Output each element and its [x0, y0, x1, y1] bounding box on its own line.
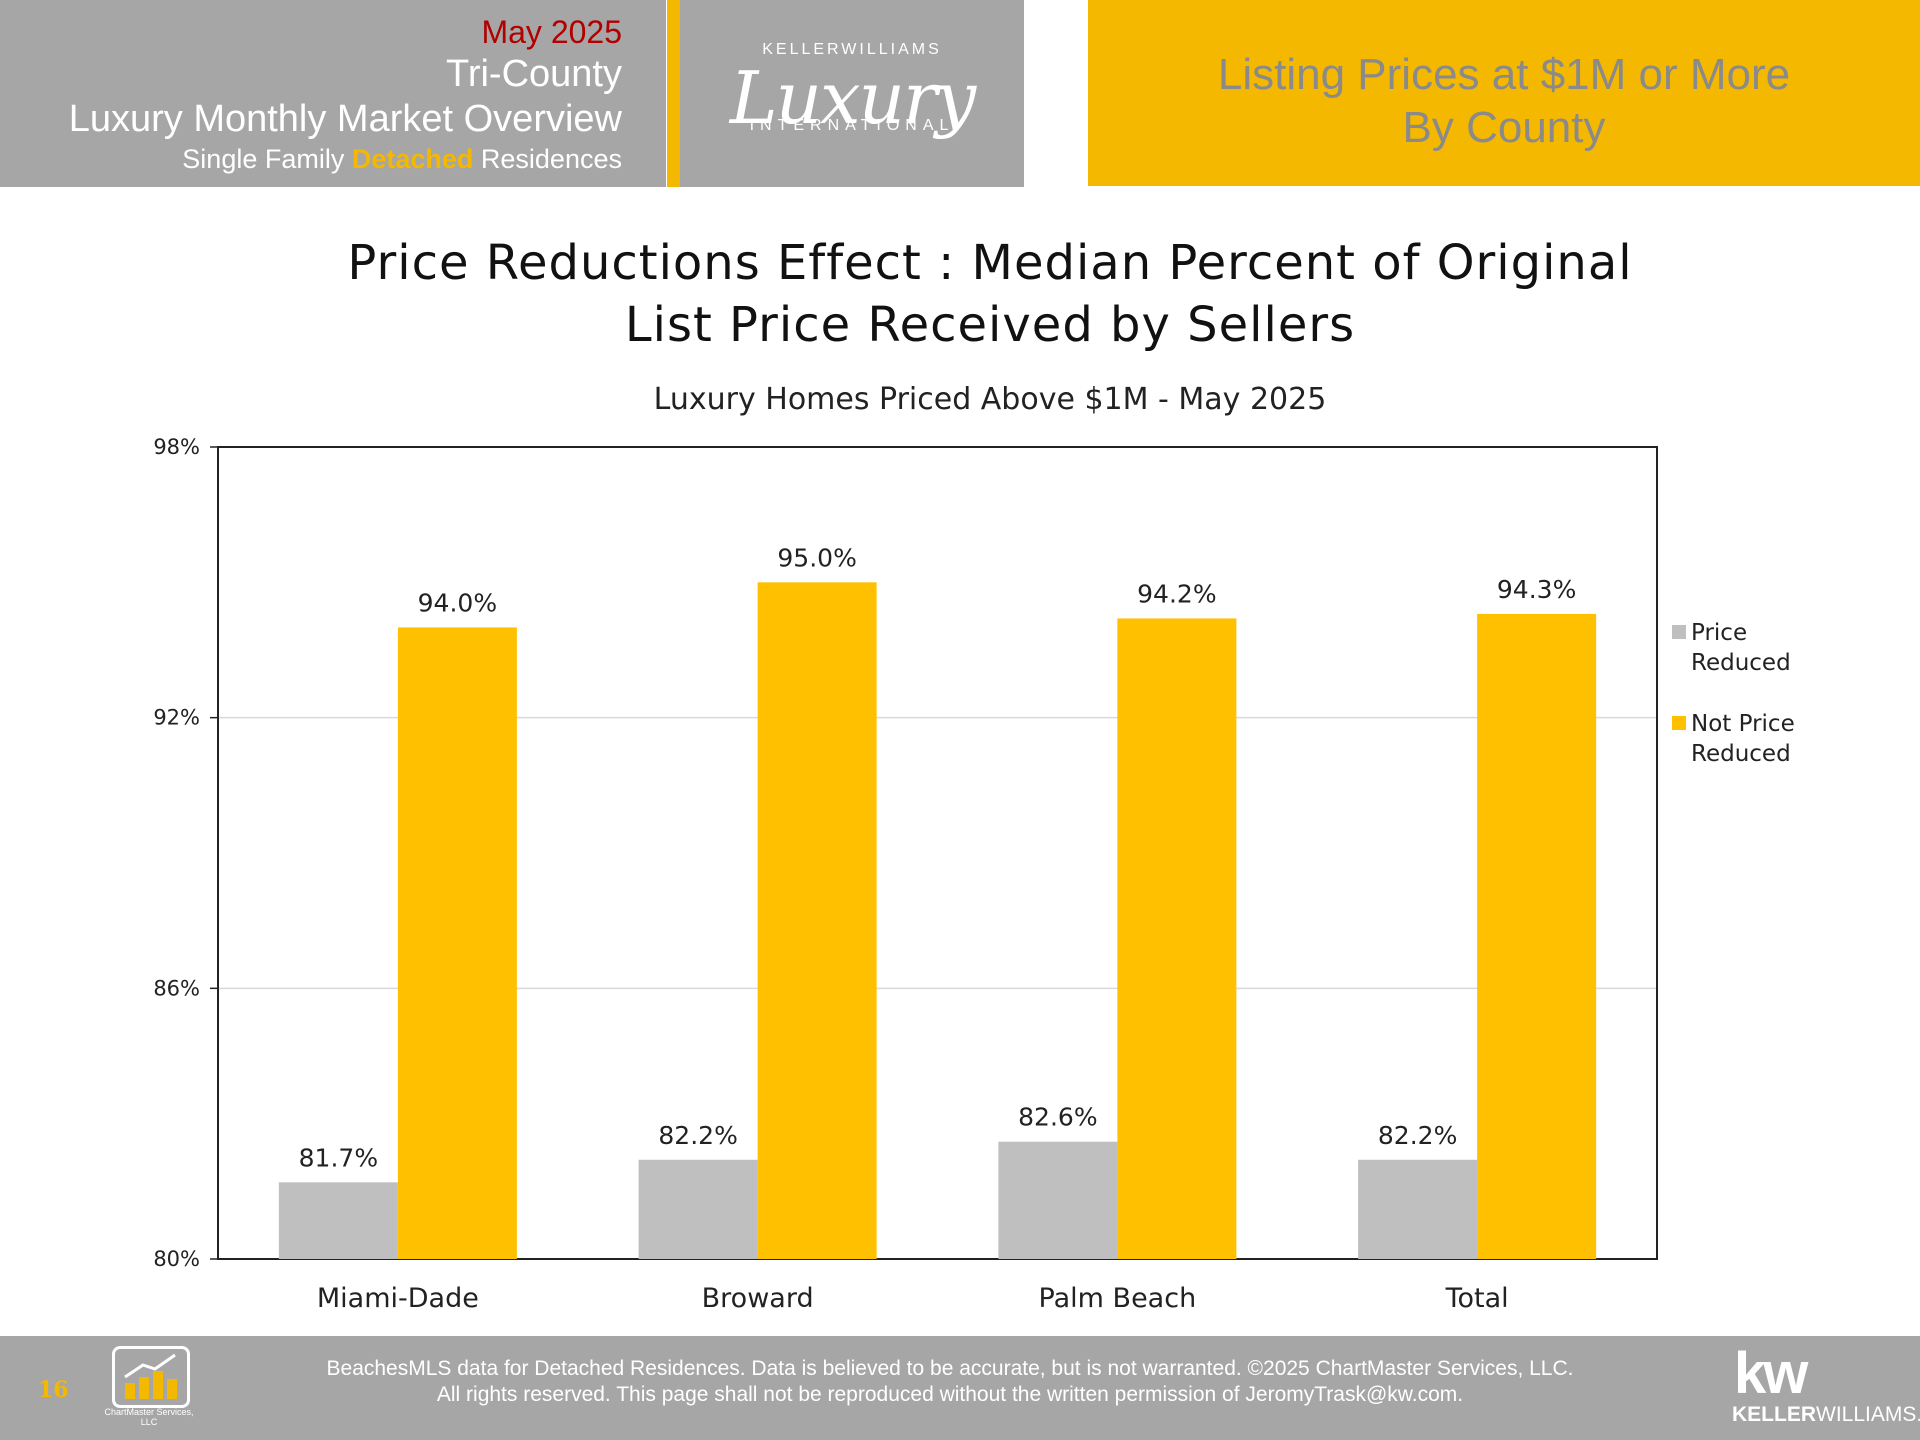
- chart-title-line2: List Price Received by Sellers: [624, 297, 1356, 353]
- y-tick-label: 92%: [153, 706, 200, 730]
- bar: [1117, 618, 1237, 1259]
- bar: [1358, 1159, 1478, 1259]
- bar: [638, 1159, 758, 1259]
- luxury-logo-panel: [680, 0, 1024, 187]
- section-title-line1: Listing Prices at $1M or More: [1217, 50, 1791, 99]
- header-accent-stripe: [667, 0, 680, 187]
- kw-name-bold: KELLER: [1732, 1403, 1816, 1426]
- section-title: Listing Prices at $1M or More By County: [1088, 48, 1920, 154]
- chart-title: Price Reductions Effect : Median Percent…: [250, 232, 1730, 356]
- chart-subtitle: Luxury Homes Priced Above $1M - May 2025: [653, 382, 1327, 417]
- bar-chart: 80% 86% 92% 98% 81.7% 94.0% Miami-Dade 82.2% 95.…: [153, 435, 1795, 1314]
- subtitle-accent: Detached: [351, 144, 474, 174]
- report-subtitle: Single Family Detached Residences: [182, 144, 622, 175]
- section-title-line2: By County: [1402, 103, 1606, 152]
- legend-swatch: [1672, 716, 1686, 730]
- x-category-label: Miami-Dade: [317, 1283, 479, 1314]
- legend-swatch: [1672, 625, 1686, 639]
- report-title: Luxury Monthly Market Overview: [68, 98, 622, 140]
- header-right-panel: [1088, 0, 1920, 186]
- bar: [757, 582, 877, 1259]
- x-category-label: Palm Beach: [1039, 1283, 1197, 1314]
- plot-area-frame: [217, 446, 1658, 1260]
- page-number: 16: [38, 1377, 69, 1403]
- report-date: May 2025: [481, 14, 622, 50]
- legend-label: Price Reduced: [1691, 620, 1791, 676]
- footer-disclaimer: BeachesMLS data for Detached Residences.…: [240, 1356, 1660, 1408]
- data-label: 81.7%: [299, 1143, 378, 1172]
- bar: [1477, 613, 1597, 1259]
- logo-kellerwilliams-text: KELLERWILLIAMS: [762, 41, 942, 58]
- subtitle-prefix: Single Family: [182, 144, 352, 174]
- footer-bar: [0, 1336, 1920, 1440]
- bar: [397, 627, 517, 1259]
- data-label: 82.2%: [658, 1121, 737, 1150]
- x-category-label: Total: [1445, 1283, 1509, 1314]
- header-left-panel: [0, 0, 666, 187]
- kw-logo-mark: kw: [1734, 1341, 1808, 1406]
- data-label: 94.2%: [1137, 579, 1216, 608]
- y-tick-label: 98%: [153, 435, 200, 459]
- logo-international-text: INTERNATIONAL: [749, 117, 955, 134]
- bar: [278, 1182, 398, 1259]
- bar: [998, 1141, 1118, 1259]
- data-label: 82.6%: [1018, 1103, 1097, 1132]
- disclaimer-line2: All rights reserved. This page shall not…: [436, 1383, 1464, 1406]
- chartmaster-name: ChartMaster Services, LLC: [104, 1407, 194, 1427]
- y-tick-label: 86%: [153, 976, 200, 1000]
- x-category-label: Broward: [702, 1283, 814, 1314]
- legend-label: Not Price Reduced: [1691, 711, 1795, 767]
- data-label: 82.2%: [1378, 1121, 1457, 1150]
- kw-name-rest: WILLIAMS.: [1816, 1403, 1920, 1426]
- disclaimer-line1: BeachesMLS data for Detached Residences.…: [326, 1357, 1574, 1380]
- data-label: 94.3%: [1497, 575, 1576, 604]
- kw-logo-name: KELLERWILLIAMS.: [1732, 1403, 1920, 1427]
- data-label: 95.0%: [777, 543, 856, 572]
- chartmaster-logo-icon: [112, 1346, 190, 1408]
- subtitle-suffix: Residences: [473, 144, 622, 174]
- y-tick-label: 80%: [153, 1247, 200, 1271]
- data-label: 94.0%: [418, 588, 497, 617]
- chart-title-line1: Price Reductions Effect : Median Percent…: [347, 235, 1633, 291]
- report-region: Tri-County: [446, 53, 622, 95]
- logo-luxury-script: Luxury: [729, 56, 976, 140]
